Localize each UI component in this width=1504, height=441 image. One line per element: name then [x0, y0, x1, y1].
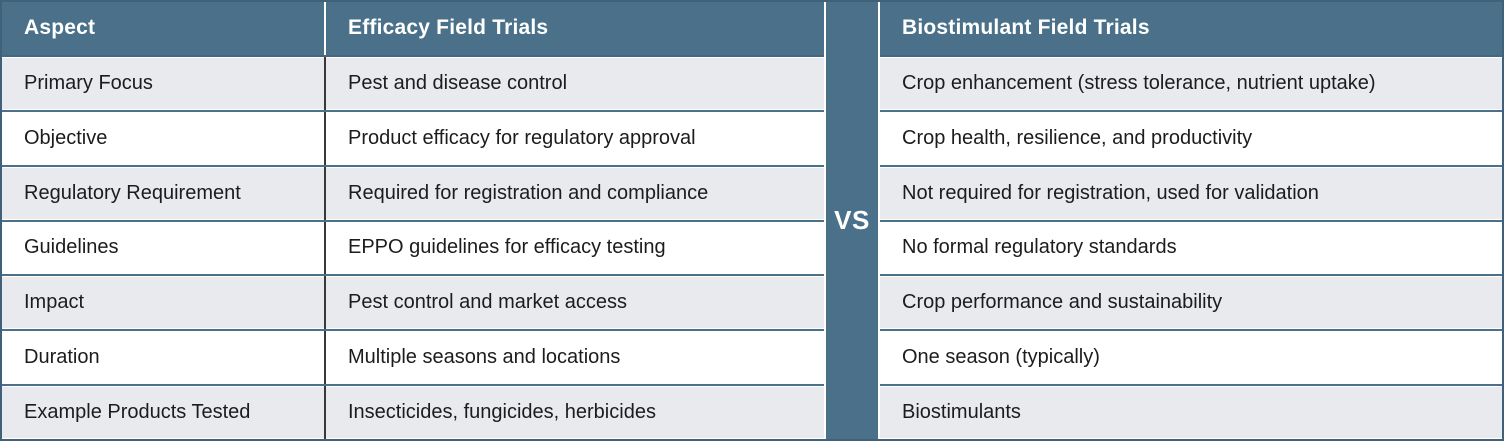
efficacy-cell: Required for registration and compliance	[324, 166, 824, 220]
table-row: Crop health, resilience, and productivit…	[880, 109, 1502, 165]
biostimulant-cell: Crop performance and sustainability	[880, 276, 1502, 330]
efficacy-cell: Pest and disease control	[324, 56, 824, 110]
efficacy-table: Aspect Efficacy Field Trials Primary Foc…	[2, 2, 824, 439]
biostimulant-cell: No formal regulatory standards	[880, 221, 1502, 275]
efficacy-cell: Insecticides, fungicides, herbicides	[324, 386, 824, 439]
efficacy-table-header-row: Aspect Efficacy Field Trials	[2, 2, 824, 57]
aspect-cell: Guidelines	[2, 221, 324, 275]
efficacy-cell: Pest control and market access	[324, 276, 824, 330]
biostimulant-table: Biostimulant Field Trials Crop enhanceme…	[880, 2, 1502, 439]
aspect-cell: Primary Focus	[2, 56, 324, 110]
table-row: Example Products Tested Insecticides, fu…	[2, 384, 824, 439]
aspect-column-header: Aspect	[2, 2, 324, 55]
biostimulant-cell: Crop health, resilience, and productivit…	[880, 111, 1502, 165]
biostimulant-cell: Crop enhancement (stress tolerance, nutr…	[880, 56, 1502, 110]
table-row: No formal regulatory standards	[880, 219, 1502, 275]
table-row: Impact Pest control and market access	[2, 274, 824, 330]
efficacy-cell: Product efficacy for regulatory approval	[324, 111, 824, 165]
efficacy-cell: EPPO guidelines for efficacy testing	[324, 221, 824, 275]
table-row: Objective Product efficacy for regulator…	[2, 109, 824, 165]
table-row: Crop performance and sustainability	[880, 274, 1502, 330]
table-row: Crop enhancement (stress tolerance, nutr…	[880, 56, 1502, 110]
biostimulant-table-header-row: Biostimulant Field Trials	[880, 2, 1502, 57]
table-row: Regulatory Requirement Required for regi…	[2, 164, 824, 220]
aspect-cell: Impact	[2, 276, 324, 330]
aspect-cell: Objective	[2, 111, 324, 165]
table-row: Duration Multiple seasons and locations	[2, 329, 824, 385]
biostimulant-column-header: Biostimulant Field Trials	[880, 2, 1502, 55]
biostimulant-cell: Not required for registration, used for …	[880, 166, 1502, 220]
vs-label: VS	[834, 205, 870, 235]
biostimulant-cell: One season (typically)	[880, 331, 1502, 385]
aspect-cell: Example Products Tested	[2, 386, 324, 439]
table-row: One season (typically)	[880, 329, 1502, 385]
table-row: Primary Focus Pest and disease control	[2, 56, 824, 110]
table-row: Biostimulants	[880, 384, 1502, 439]
aspect-cell: Duration	[2, 331, 324, 385]
efficacy-cell: Multiple seasons and locations	[324, 331, 824, 385]
table-row: Not required for registration, used for …	[880, 164, 1502, 220]
aspect-cell: Regulatory Requirement	[2, 166, 324, 220]
biostimulant-cell: Biostimulants	[880, 386, 1502, 439]
efficacy-column-header: Efficacy Field Trials	[324, 2, 824, 55]
vs-divider: VS	[824, 2, 880, 439]
table-row: Guidelines EPPO guidelines for efficacy …	[2, 219, 824, 275]
